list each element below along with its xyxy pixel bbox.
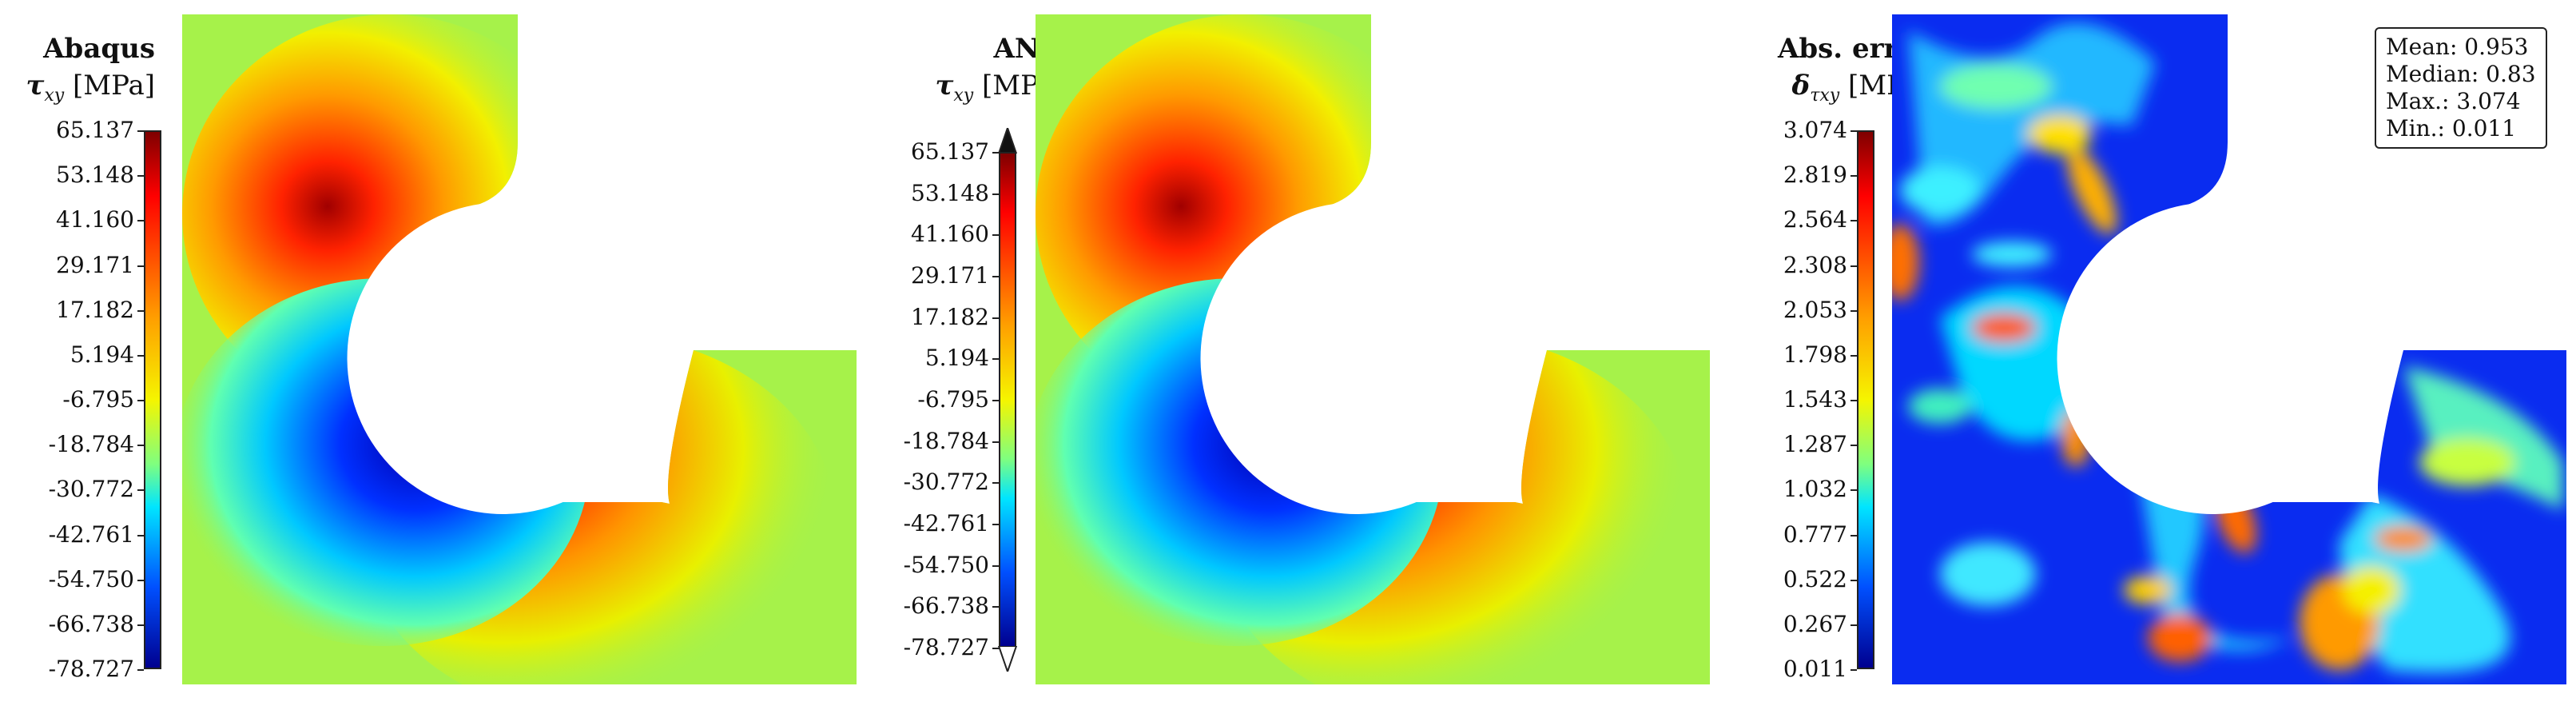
colorbar-tick-label: -6.795 [917,389,989,411]
colorbar-tick-label: -18.784 [49,433,134,456]
colorbar-tick-label: -66.738 [49,613,134,636]
colorbar-tick-label: 2.564 [1783,209,1847,231]
colorbar-tick-label: -18.784 [904,430,989,453]
colorbar-title: Abaqus τxy [MPa] [26,35,155,105]
colorbar-tick-label: 0.522 [1783,568,1847,591]
colorbar-tick-label: 65.137 [911,141,989,163]
panel-title: Abaqus [26,35,155,62]
colorbar-tick-label: 29.171 [56,254,134,277]
panel-abaqus: Abaqus τxy [MPa] 65.137 53.148 41.160 29.17… [0,0,855,702]
colorbar-tick-label: 5.194 [925,347,989,369]
colorbar-tick-label: 65.137 [56,119,134,142]
colorbar-tick-label: -30.772 [49,478,134,501]
colorbar-tick-label: -42.761 [904,513,989,535]
colorbar-tick-label: 53.148 [911,182,989,205]
stress-field-ann [1036,14,1710,684]
colorbar-ticks: 65.137 53.148 41.160 29.171 17.182 5.194 -6.79… [855,152,989,648]
colorbar-ticks: 65.137 53.148 41.160 29.171 17.182 5.194 -6.79… [0,130,134,669]
colorbar [1857,130,1874,669]
colorbar-tick-label: 17.182 [56,299,134,321]
error-statistics-box: Mean: 0.953 Median: 0.83 Max.: 3.074 Min… [2375,27,2547,149]
panel-abs-error: Abs. error δτxy [MPa] 3.074 2.819 2.564 2.3… [1710,0,2576,702]
colorbar-tick-label: 1.032 [1783,478,1847,501]
colorbar-tick-label: 1.287 [1783,433,1847,456]
colorbar-tick-label: 0.011 [1783,658,1847,680]
quantity-label: τxy [MPa] [26,72,155,105]
colorbar [999,152,1016,648]
colorbar-arrow-bottom [997,646,1018,672]
stat-max: Max.: 3.074 [2386,88,2536,115]
colorbar-tick-label: -78.727 [49,658,134,680]
colorbar-tick-label: -78.727 [904,636,989,659]
colorbar-tick-label: 2.819 [1783,164,1847,186]
colorbar-tick-label: 0.777 [1783,524,1847,546]
colorbar-tick-label: -6.795 [62,389,134,411]
colorbar [144,130,161,669]
stat-median: Median: 0.83 [2386,61,2536,88]
colorbar-tick-label: 1.543 [1783,389,1847,411]
colorbar-tick-label: 0.267 [1783,613,1847,636]
stat-min: Min.: 0.011 [2386,115,2536,142]
panel-ann: ANN τxy [MPa] 65.137 53.148 41.160 29.171 17… [855,0,1710,702]
colorbar-tick-label: 3.074 [1783,119,1847,142]
colorbar-tick-label: -54.750 [49,568,134,591]
colorbar-tick-label: 53.148 [56,164,134,186]
colorbar-arrow-top [997,128,1018,154]
colorbar-tick-label: -54.750 [904,554,989,576]
colorbar-tick-label: -66.738 [904,595,989,617]
colorbar-ticks: 3.074 2.819 2.564 2.308 2.053 1.798 1.543 1.287… [1710,130,1847,669]
colorbar-tick-label: 41.160 [56,209,134,231]
colorbar-tick-label: 2.308 [1783,254,1847,277]
stat-mean: Mean: 0.953 [2386,34,2536,61]
colorbar-tick-label: 29.171 [911,265,989,287]
colorbar-tick-label: -30.772 [904,471,989,493]
colorbar-tick-label: 1.798 [1783,344,1847,366]
colorbar-tick-label: 2.053 [1783,299,1847,321]
stress-field-abaqus [182,14,857,684]
colorbar-tick-label: -42.761 [49,524,134,546]
colorbar-tick-label: 41.160 [911,223,989,245]
colorbar-tick-label: 5.194 [70,344,134,366]
colorbar-tick-label: 17.182 [911,306,989,329]
